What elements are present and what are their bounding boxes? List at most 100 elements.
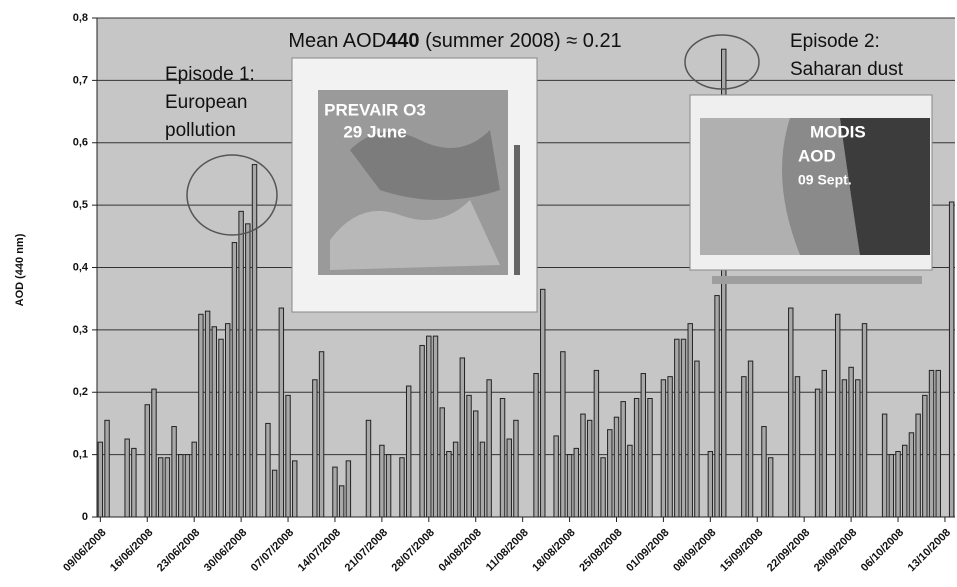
bar	[815, 389, 819, 517]
bar	[145, 405, 149, 517]
y-tick-label: 0	[82, 511, 88, 523]
bar	[406, 386, 410, 517]
y-tick-label: 0,2	[73, 386, 88, 398]
bar	[219, 339, 223, 517]
bar	[293, 461, 297, 517]
bar	[500, 398, 504, 517]
y-tick-label: 0,6	[73, 137, 88, 149]
annotation: Episode 1:	[165, 64, 255, 85]
y-tick-label: 0,4	[73, 261, 89, 273]
bar	[366, 420, 370, 517]
bar	[474, 411, 478, 517]
bar	[98, 442, 102, 517]
bar	[554, 436, 558, 517]
x-tick-label: 15/09/2008	[718, 527, 765, 574]
bar	[916, 414, 920, 517]
bar	[246, 224, 250, 517]
bar	[400, 458, 404, 517]
bar	[587, 420, 591, 517]
bar	[333, 467, 337, 517]
x-tick-label: 29/09/2008	[812, 527, 859, 574]
bar	[842, 380, 846, 517]
bar	[762, 427, 766, 517]
map-legend	[712, 276, 922, 284]
bar	[688, 324, 692, 517]
bar	[225, 324, 229, 517]
annotation: Saharan dust	[790, 59, 904, 80]
bar	[199, 314, 203, 517]
bar	[936, 370, 940, 517]
bar	[125, 439, 129, 517]
bar	[742, 377, 746, 517]
bar	[286, 395, 290, 517]
bar	[339, 486, 343, 517]
bar	[903, 445, 907, 517]
bar	[668, 377, 672, 517]
bar	[715, 296, 719, 517]
bar	[467, 395, 471, 517]
bar	[212, 327, 216, 517]
chart: AOD (440 nm) Mean AOD440 (summer 2008) ≈…	[0, 0, 957, 587]
bar	[608, 430, 612, 517]
bar	[433, 336, 437, 517]
x-tick-label: 08/09/2008	[671, 527, 718, 574]
x-tick-label: 28/07/2008	[390, 527, 437, 574]
bar	[460, 358, 464, 517]
bar	[420, 345, 424, 517]
bar	[768, 458, 772, 517]
bar	[896, 452, 900, 517]
bar	[882, 414, 886, 517]
bar	[708, 452, 712, 517]
bar	[205, 311, 209, 517]
x-tick-label: 22/09/2008	[765, 527, 812, 574]
x-tick-label: 01/09/2008	[624, 527, 671, 574]
x-tick-label: 09/06/2008	[61, 527, 108, 574]
x-tick-label: 11/08/2008	[484, 527, 531, 574]
bar	[266, 423, 270, 517]
inset-label: PREVAIR O3	[324, 100, 426, 119]
x-tick-label: 23/06/2008	[155, 527, 202, 574]
bar	[192, 442, 196, 517]
bar	[272, 470, 276, 517]
bar	[534, 374, 538, 517]
bar	[165, 458, 169, 517]
y-tick-label: 0,8	[73, 12, 88, 24]
bar	[453, 442, 457, 517]
bar	[480, 442, 484, 517]
y-tick-label: 0,3	[73, 324, 88, 336]
bar	[849, 367, 853, 517]
x-tick-label: 07/07/2008	[249, 527, 296, 574]
bar	[835, 314, 839, 517]
bar	[641, 374, 645, 517]
bar	[634, 398, 638, 517]
bar	[487, 380, 491, 517]
title-part: Mean AOD	[288, 30, 386, 52]
bar	[594, 370, 598, 517]
bar	[581, 414, 585, 517]
bar	[648, 398, 652, 517]
inset-label: 09 Sept.	[798, 172, 852, 188]
bar	[795, 377, 799, 517]
bar	[380, 445, 384, 517]
bar	[889, 455, 893, 517]
inset-map: MODIS AOD 09 Sept.	[690, 95, 932, 284]
bar	[929, 370, 933, 517]
bar	[185, 455, 189, 517]
bar	[574, 448, 578, 517]
bar	[427, 336, 431, 517]
bar	[279, 308, 283, 517]
x-tick-label: 25/08/2008	[577, 527, 624, 574]
x-tick-label: 04/08/2008	[436, 527, 483, 574]
bar	[856, 380, 860, 517]
bar	[319, 352, 323, 517]
bar	[386, 455, 390, 517]
x-tick-label: 16/06/2008	[108, 527, 155, 574]
bar	[179, 455, 183, 517]
x-tick-label: 18/08/2008	[530, 527, 577, 574]
bar	[661, 380, 665, 517]
y-tick-label: 0,5	[73, 199, 88, 211]
inset-label: 29 June	[343, 122, 406, 141]
bar	[628, 445, 632, 517]
x-tick-label: 21/07/2008	[343, 527, 390, 574]
bar	[909, 433, 913, 517]
